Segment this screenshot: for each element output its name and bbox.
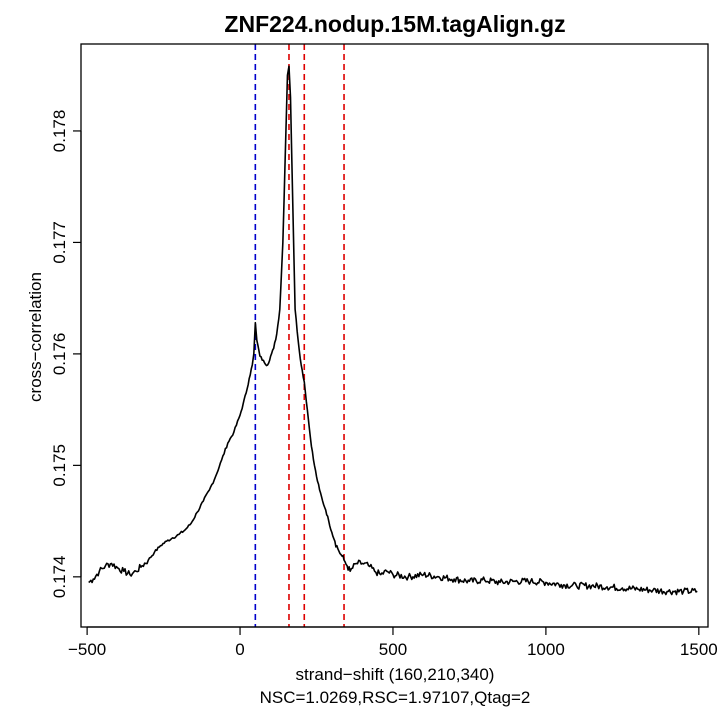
x-tick-label: 0 (235, 640, 244, 659)
reference-lines (254, 44, 345, 627)
series-line-0 (88, 65, 698, 596)
chart-subtitle: NSC=1.0269,RSC=1.97107,Qtag=2 (260, 688, 531, 707)
chart-title: ZNF224.nodup.15M.tagAlign.gz (224, 11, 565, 37)
x-tick-label: −500 (68, 640, 106, 659)
y-axis: 0.174 0.175 0.176 0.177 0.178 (50, 110, 82, 599)
x-axis: −500 0 500 1000 1500 (68, 626, 718, 659)
series-group (88, 65, 698, 596)
x-axis-label: strand−shift (160,210,340) (296, 665, 495, 684)
y-axis-label: cross−correlation (26, 272, 45, 402)
y-tick-label: 0.178 (50, 110, 69, 153)
plot-frame (80, 43, 709, 628)
y-tick-label: 0.177 (50, 221, 69, 264)
y-tick-label: 0.176 (50, 333, 69, 376)
x-tick-label: 1000 (527, 640, 565, 659)
x-tick-label: 1500 (680, 640, 718, 659)
y-tick-label: 0.175 (50, 444, 69, 487)
x-tick-label: 500 (379, 640, 407, 659)
y-tick-label: 0.174 (50, 556, 69, 599)
